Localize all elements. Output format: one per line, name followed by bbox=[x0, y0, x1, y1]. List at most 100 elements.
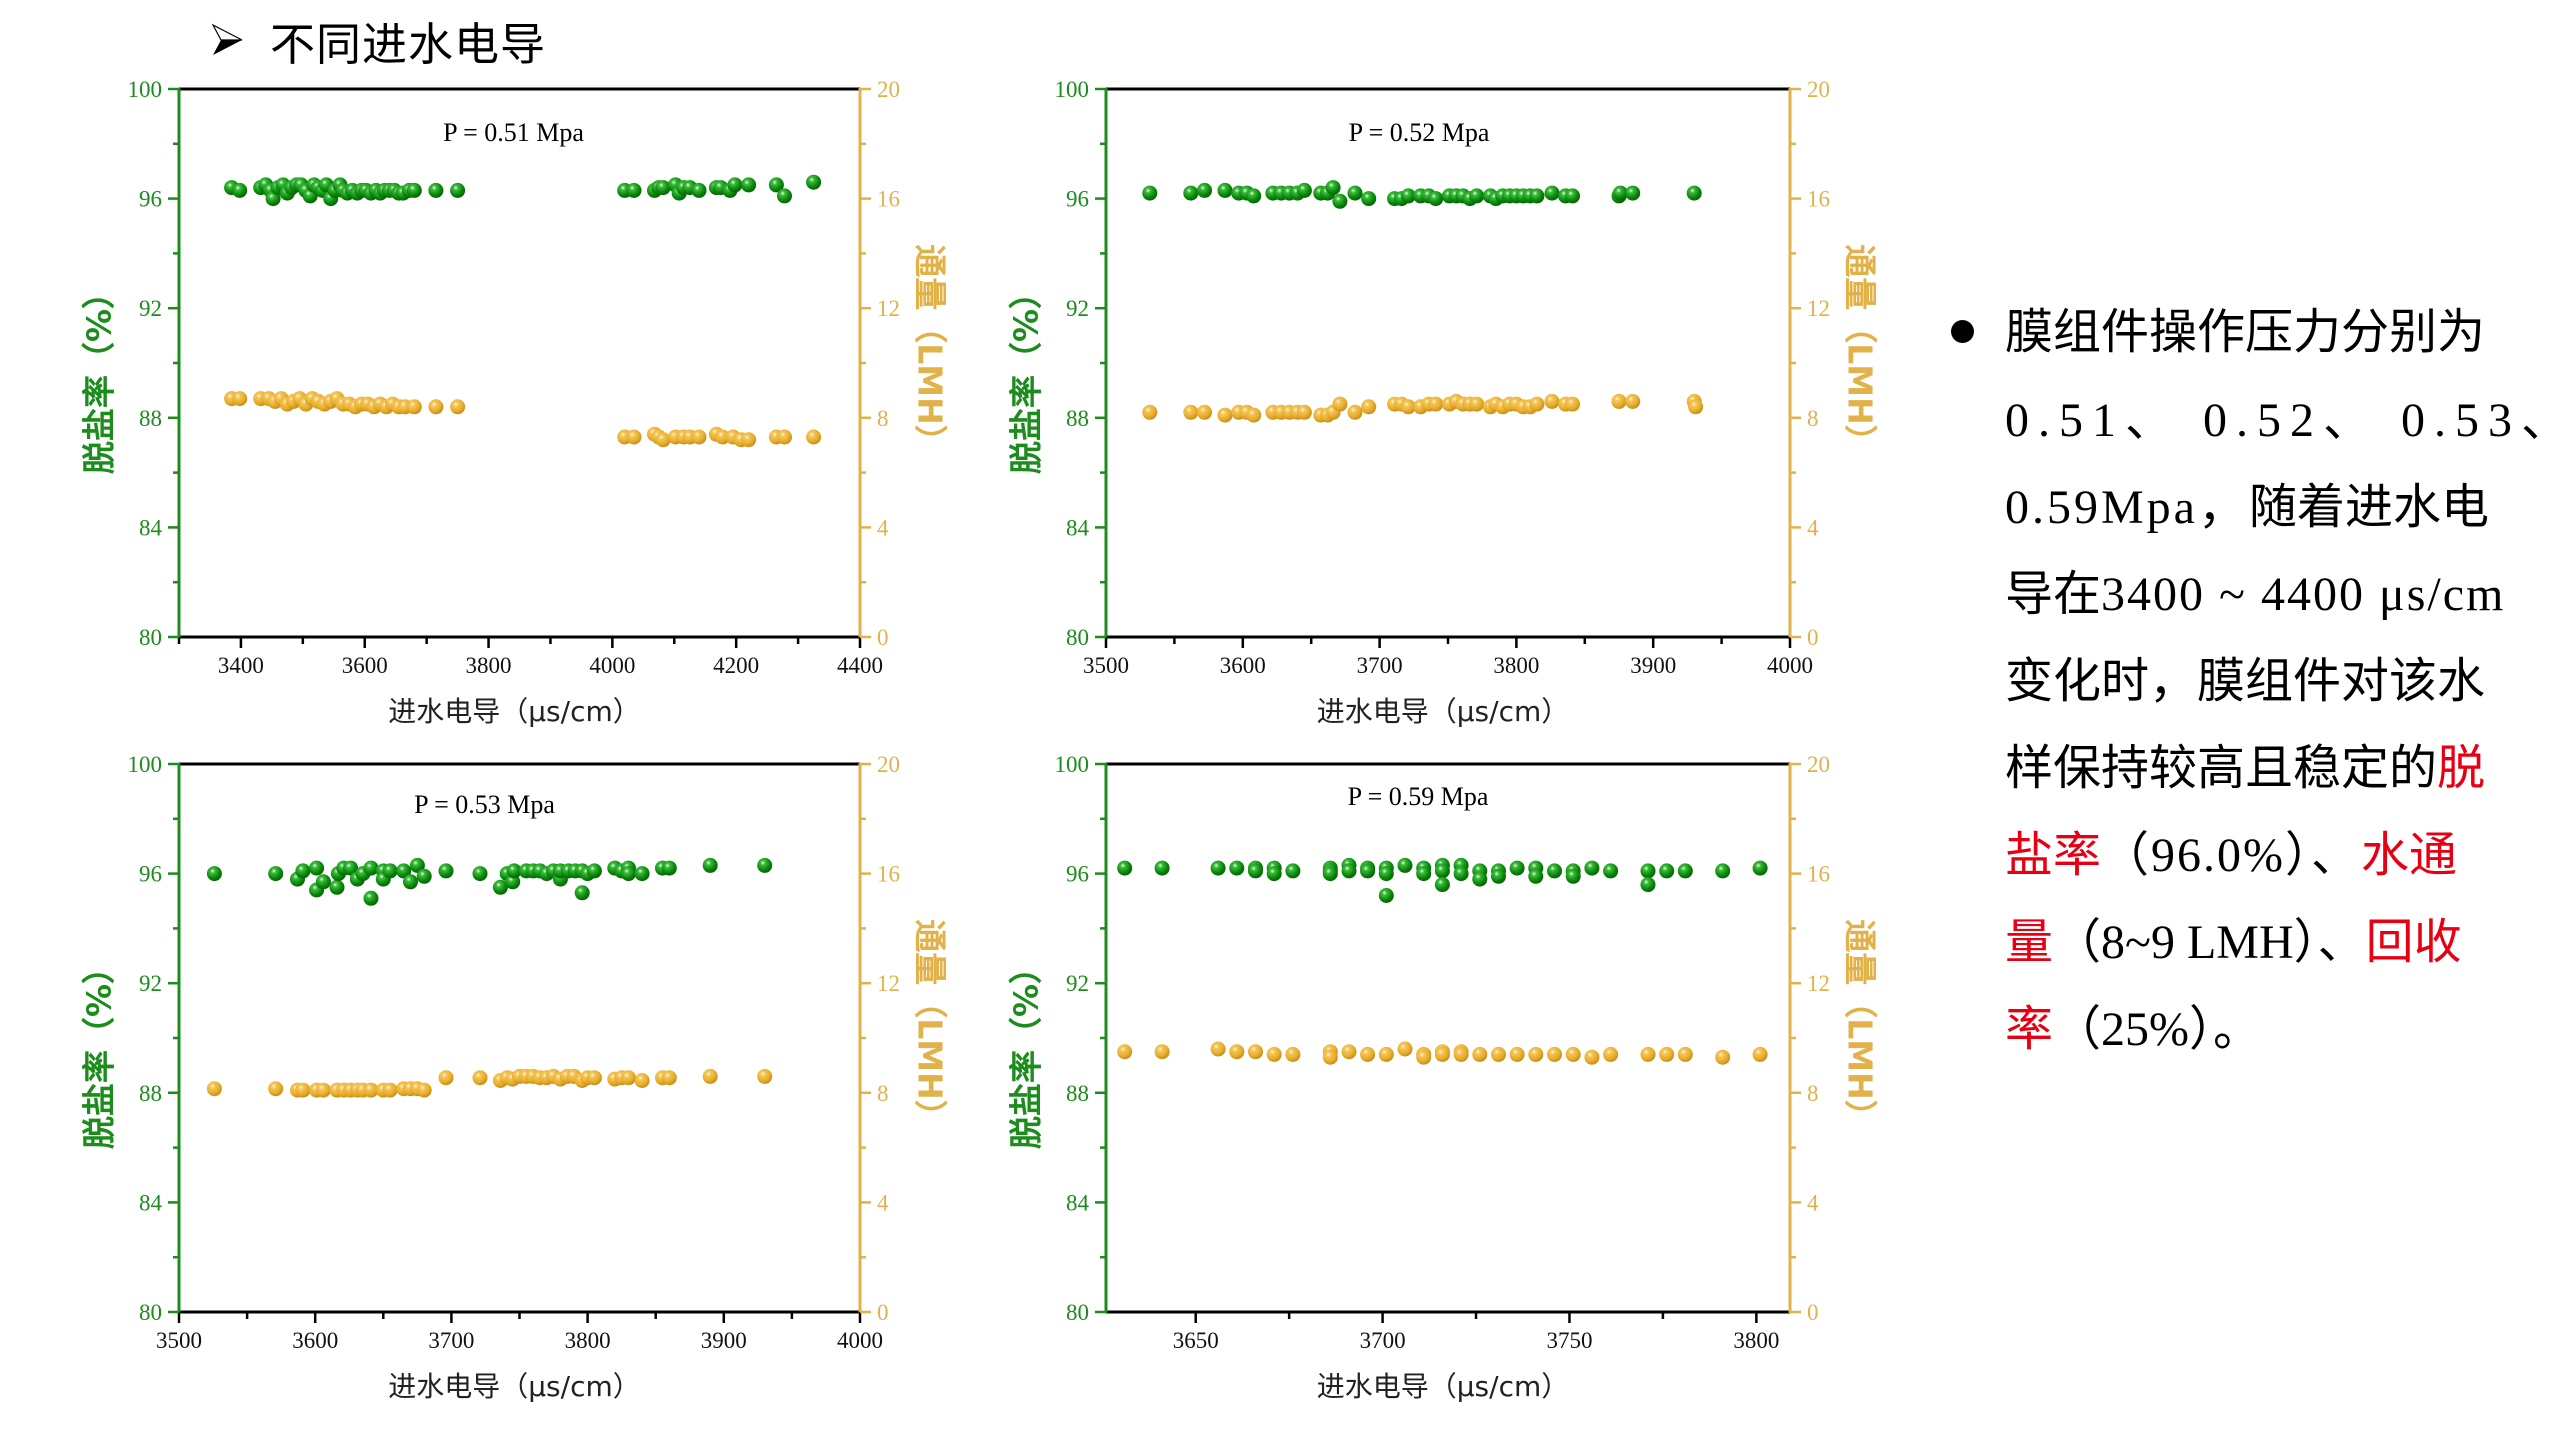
notes-text: （25%）。 bbox=[2053, 1003, 2262, 1056]
left-y-tick-label: 88 bbox=[139, 1081, 162, 1106]
salt-rejection-point bbox=[768, 177, 784, 193]
slide-title: 不同进水电导 bbox=[212, 10, 547, 71]
flux-point bbox=[295, 1082, 311, 1098]
salt-rejection-point bbox=[506, 863, 522, 879]
salt-rejection-point bbox=[655, 180, 671, 196]
flux-point bbox=[1117, 1044, 1133, 1060]
left-y-tick-label: 88 bbox=[1066, 1081, 1089, 1106]
salt-rejection-point bbox=[626, 182, 642, 198]
right-y-tick-label: 20 bbox=[1807, 77, 1830, 102]
salt-rejection-point bbox=[1332, 193, 1348, 209]
left-y-tick-label: 80 bbox=[139, 1300, 162, 1325]
flux-point bbox=[1154, 1044, 1170, 1060]
salt-rejection-point bbox=[634, 866, 650, 882]
salt-rejection-point bbox=[363, 890, 379, 906]
flux-point bbox=[1428, 396, 1444, 412]
salt-rejection-point bbox=[1341, 863, 1357, 879]
left-y-tick-label: 96 bbox=[1066, 187, 1089, 212]
slide-title-text: 不同进水电导 bbox=[270, 17, 547, 71]
x-tick-label: 3700 bbox=[1357, 653, 1403, 678]
salt-rejection-point bbox=[1197, 182, 1212, 198]
x-tick-label: 3400 bbox=[218, 653, 264, 678]
right-y-axis-title: 通量（LMH） bbox=[1841, 244, 1880, 458]
arrow-bullet-icon bbox=[212, 23, 243, 55]
flux-point bbox=[1715, 1049, 1731, 1065]
flux-point bbox=[1659, 1046, 1675, 1062]
right-y-tick-label: 4 bbox=[1807, 1190, 1819, 1215]
highlight-recovery: 率 bbox=[2005, 1001, 2054, 1057]
flux-point bbox=[472, 1070, 488, 1086]
left-y-axis-title: 脱盐率（%） bbox=[1007, 951, 1046, 1149]
right-y-tick-label: 12 bbox=[1807, 296, 1830, 321]
flux-point bbox=[1378, 1046, 1394, 1062]
x-tick-label: 3900 bbox=[701, 1328, 747, 1353]
left-y-tick-label: 96 bbox=[139, 862, 162, 887]
notes-line-5: 变化时，膜组件对该水 bbox=[2005, 651, 2485, 711]
left-y-tick-label: 80 bbox=[1066, 1300, 1089, 1325]
x-tick-label: 3800 bbox=[1733, 1328, 1779, 1353]
salt-rejection-point bbox=[363, 860, 379, 876]
flux-point bbox=[634, 1073, 650, 1088]
left-y-tick-label: 84 bbox=[139, 1190, 163, 1215]
salt-rejection-point bbox=[1397, 857, 1413, 873]
notes-line-6: 样保持较高且稳定的脱 bbox=[2005, 738, 2485, 798]
flux-point bbox=[363, 1082, 379, 1098]
x-tick-label: 3800 bbox=[466, 653, 512, 678]
flux-point bbox=[1565, 396, 1580, 412]
highlight-salt-rejection: 盐率 bbox=[2005, 827, 2102, 883]
flux-point bbox=[1142, 404, 1158, 420]
flux-point bbox=[1266, 1046, 1282, 1062]
salt-rejection-point bbox=[382, 863, 398, 879]
notes-text: 0.59Mpa， bbox=[2005, 481, 2249, 534]
notes-line-2: 0.51、 0.52、 0.53、 bbox=[2005, 390, 2560, 450]
flux-point bbox=[1453, 1046, 1469, 1062]
flux-point bbox=[206, 1081, 222, 1097]
salt-rejection-point bbox=[757, 857, 773, 873]
flux-point bbox=[1688, 399, 1704, 415]
x-tick-label: 4000 bbox=[589, 653, 635, 678]
salt-rejection-point bbox=[403, 874, 418, 890]
flux-point bbox=[1416, 1049, 1432, 1065]
flux-point bbox=[416, 1082, 432, 1098]
salt-rejection-point bbox=[206, 866, 222, 882]
right-y-axis-title: 通量（LMH） bbox=[911, 919, 950, 1133]
notes-line-4: 导在3400 ~ 4400 μs/cm bbox=[2005, 564, 2505, 624]
salt-rejection-point bbox=[406, 182, 422, 198]
salt-rejection-point bbox=[1612, 185, 1628, 201]
pressure-annotation: P = 0.53 Mpa bbox=[414, 790, 555, 819]
right-y-tick-label: 0 bbox=[1807, 625, 1819, 650]
x-tick-label: 3600 bbox=[342, 653, 388, 678]
flux-point bbox=[1341, 1044, 1357, 1060]
salt-rejection-point bbox=[1285, 863, 1301, 879]
left-y-axis-title: 脱盐率（%） bbox=[1007, 276, 1046, 474]
salt-rejection-point bbox=[691, 182, 707, 198]
notes-line-3: 0.59Mpa，随着进水电 bbox=[2005, 477, 2489, 537]
salt-rejection-point bbox=[1434, 877, 1450, 893]
x-tick-label: 3700 bbox=[428, 1328, 474, 1353]
flux-point bbox=[621, 1070, 636, 1086]
salt-rejection-point bbox=[1547, 863, 1562, 879]
salt-rejection-point bbox=[1210, 860, 1226, 876]
flux-point bbox=[1400, 399, 1416, 415]
right-y-axis-title: 通量（LMH） bbox=[1841, 919, 1880, 1133]
right-y-tick-label: 12 bbox=[877, 971, 900, 996]
salt-rejection-point bbox=[1528, 868, 1544, 884]
x-tick-label: 3600 bbox=[1220, 653, 1266, 678]
salt-rejection-point bbox=[1640, 877, 1656, 893]
right-y-tick-label: 8 bbox=[877, 1081, 889, 1106]
left-y-tick-label: 80 bbox=[1066, 625, 1089, 650]
chart-3: 3500 3600 3700 3800 3900 4000 80 84 88 92 96 100 0 4 8… bbox=[80, 752, 950, 1403]
right-y-tick-label: 0 bbox=[877, 1300, 889, 1325]
left-y-tick-label: 92 bbox=[139, 971, 162, 996]
salt-rejection-point bbox=[1183, 185, 1199, 201]
salt-rejection-point bbox=[1491, 868, 1506, 884]
salt-rejection-point bbox=[1378, 866, 1394, 882]
salt-rejection-point bbox=[1246, 188, 1262, 204]
left-y-axis-title: 脱盐率（%） bbox=[80, 951, 119, 1149]
salt-rejection-point bbox=[1453, 866, 1469, 882]
flux-point bbox=[1197, 404, 1212, 420]
notes-text: 随着进水电 bbox=[2249, 479, 2490, 535]
salt-rejection-point bbox=[1603, 863, 1619, 879]
right-y-tick-label: 4 bbox=[877, 1190, 889, 1215]
salt-rejection-point bbox=[472, 866, 488, 882]
